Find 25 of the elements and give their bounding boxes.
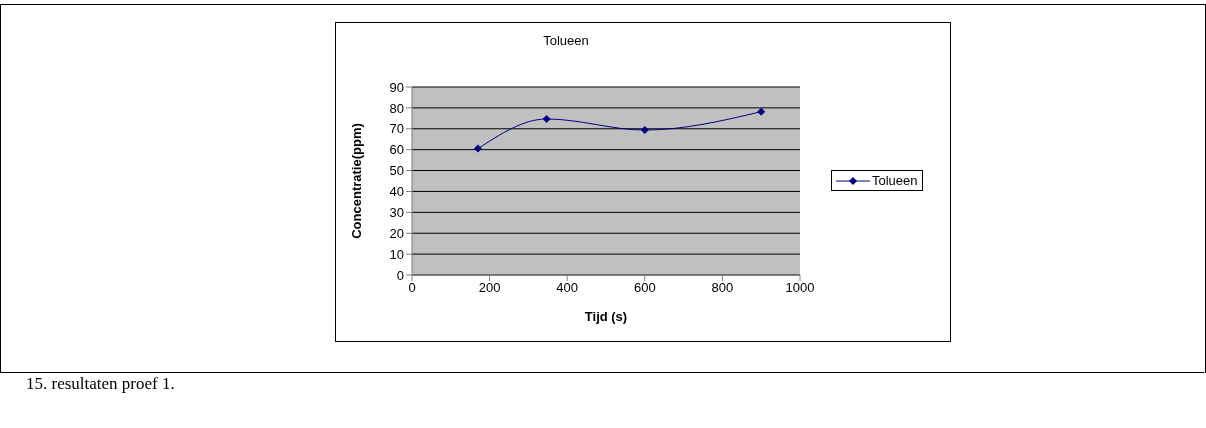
x-tick-label: 600 bbox=[633, 280, 656, 296]
legend-label: Tolueen bbox=[872, 173, 918, 188]
y-tick-label: 40 bbox=[389, 184, 404, 200]
x-tick-label: 1000 bbox=[785, 280, 815, 296]
y-axis-title: Concentratie(ppm) bbox=[348, 123, 364, 239]
y-tick-label: 60 bbox=[389, 142, 404, 158]
x-tick-label: 200 bbox=[478, 280, 501, 296]
y-tick-label: 10 bbox=[389, 246, 404, 262]
y-tick-label: 70 bbox=[389, 121, 404, 137]
x-axis-title: Tijd (s) bbox=[584, 309, 628, 324]
point bbox=[757, 107, 766, 116]
x-tick-label: 800 bbox=[711, 280, 734, 296]
y-tick-label: 50 bbox=[389, 163, 404, 179]
x-tick-label: 0 bbox=[408, 280, 416, 296]
y-tick-label: 80 bbox=[389, 100, 404, 116]
y-tick-label: 20 bbox=[389, 225, 404, 241]
point bbox=[640, 126, 649, 135]
chart-title: Tolueen bbox=[542, 33, 590, 48]
text: 15. resultaten proef 1. bbox=[26, 374, 175, 394]
y-tick-label: 90 bbox=[389, 79, 404, 95]
y-tick-label: 30 bbox=[389, 204, 404, 220]
point bbox=[542, 114, 551, 123]
y-tick-label: 0 bbox=[396, 267, 404, 283]
x-tick-label: 400 bbox=[556, 280, 579, 296]
point bbox=[473, 144, 482, 153]
